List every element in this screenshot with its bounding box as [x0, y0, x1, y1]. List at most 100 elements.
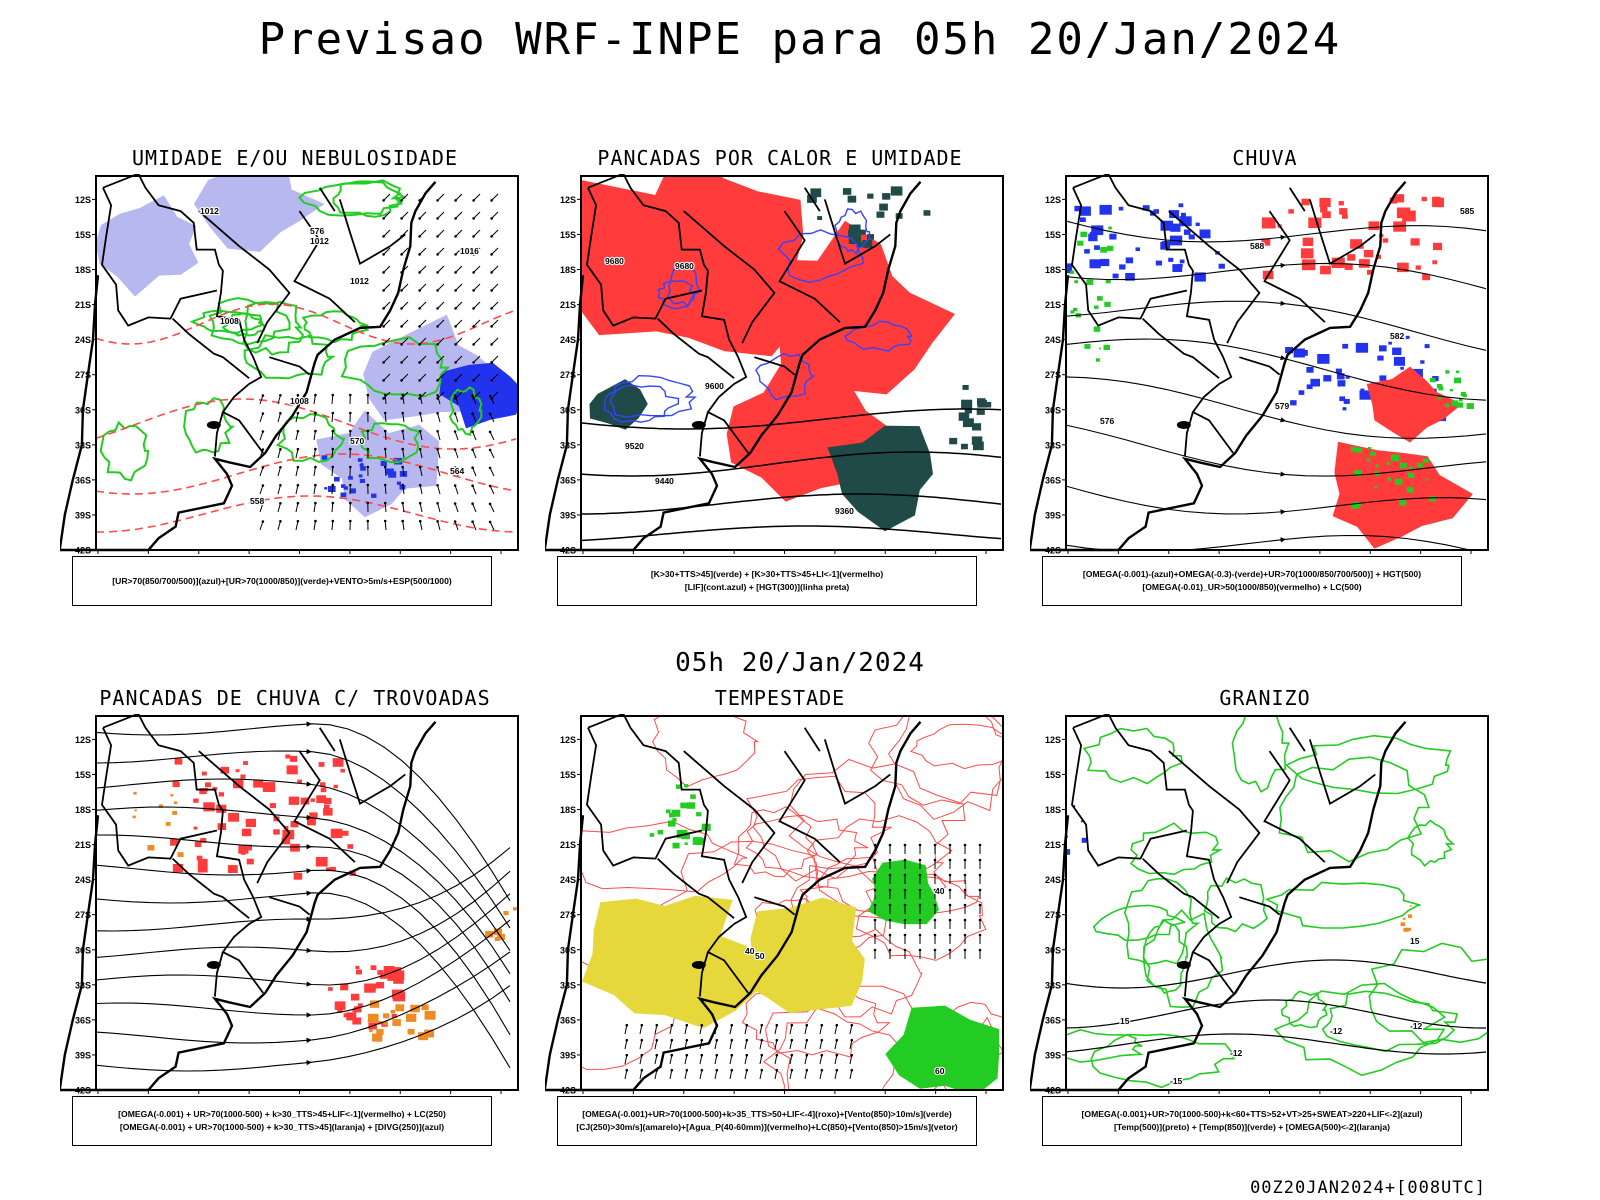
border-line	[587, 174, 749, 454]
lake-marker	[206, 420, 221, 429]
shaded-cell	[391, 1014, 397, 1018]
shaded-cell	[485, 931, 494, 938]
contour-label: 1012	[310, 236, 329, 246]
shaded-cell	[1410, 238, 1420, 246]
wind-vector-head	[472, 397, 475, 400]
wind-vector	[714, 1070, 718, 1080]
border-line	[198, 750, 291, 884]
wind-vector	[669, 1040, 673, 1050]
shaded-cell	[1320, 265, 1331, 275]
wind-vector-head	[730, 1038, 734, 1042]
border-line	[102, 174, 264, 454]
wind-vector-head	[471, 430, 474, 434]
shaded-cell	[1392, 347, 1402, 355]
wind-vector-head	[382, 361, 385, 364]
wind-vector-head	[418, 253, 421, 256]
contour-label: 564	[450, 466, 464, 476]
wind-vector-head	[790, 1068, 794, 1072]
shaded-cell	[377, 970, 384, 975]
shaded-cell	[1070, 310, 1075, 314]
shaded-cell	[977, 400, 987, 408]
height-contour	[581, 525, 1002, 542]
shaded-cell	[649, 833, 655, 837]
wind-vector	[437, 301, 445, 309]
wind-vector	[455, 229, 463, 237]
shaded-cell	[1183, 229, 1191, 235]
wind-vector-head	[383, 447, 387, 451]
shaded-cell	[1432, 196, 1441, 204]
wind-vector-head	[963, 888, 967, 892]
convection-area	[773, 220, 955, 395]
wind-vector-head	[760, 1068, 764, 1072]
wind-vector	[419, 521, 423, 531]
shaded-cell	[388, 975, 395, 980]
border-line	[293, 210, 356, 323]
temp850-contour	[1231, 716, 1290, 793]
shaded-cell	[1290, 400, 1297, 406]
wind-vector-head	[400, 397, 403, 400]
shaded-cell	[1081, 837, 1088, 843]
border-line	[1263, 210, 1326, 323]
wind-vector	[473, 355, 481, 363]
wind-vector	[744, 1055, 748, 1065]
shaded-cell	[1456, 402, 1464, 408]
height-streamline	[1066, 485, 1487, 515]
border-line	[1239, 356, 1281, 376]
wind-vector	[295, 449, 299, 459]
wind-vector	[669, 1055, 673, 1065]
wind-vector	[489, 485, 495, 495]
wind-vector-head	[670, 1053, 674, 1057]
contour-label: 60	[935, 1066, 945, 1076]
wind-vector	[491, 337, 499, 345]
humidity-contour	[275, 412, 346, 463]
wind-vector	[437, 391, 445, 399]
wind-vector-head	[331, 483, 335, 487]
wind-vector-head	[933, 888, 937, 892]
shaded-cell	[355, 965, 360, 969]
wind-vector	[454, 521, 459, 531]
streamline-arrow	[1280, 417, 1286, 423]
shaded-cell	[1188, 234, 1195, 240]
wind-vector	[804, 1025, 808, 1035]
wind-vector	[259, 395, 264, 405]
shaded-cell	[346, 1012, 357, 1021]
wind-vector	[419, 503, 423, 513]
wind-vector-head	[873, 888, 877, 892]
shaded-cell	[1438, 386, 1444, 391]
shaded-cell	[1389, 197, 1398, 204]
shaded-cell	[1351, 502, 1360, 509]
wind-vector	[834, 1025, 838, 1035]
page-subtitle: 05h 20/Jan/2024	[675, 648, 925, 678]
temp850-contour	[1090, 1033, 1236, 1089]
border-line	[1239, 896, 1281, 916]
shaded-cell	[1460, 392, 1466, 396]
shaded-cell	[1142, 205, 1150, 211]
wind-vector-head	[382, 217, 385, 220]
shaded-cell	[1399, 499, 1407, 506]
shaded-cell	[882, 193, 891, 200]
shaded-cell	[246, 858, 254, 865]
wind-vector-head	[472, 253, 475, 256]
shaded-cell	[228, 813, 239, 822]
contour-label: 1008	[290, 396, 309, 406]
wind-vector	[401, 301, 409, 309]
wind-vector-head	[436, 361, 439, 364]
map-granizo: 12S15S18S21S24S27S30S33S36S39S42S70W65W6…	[1030, 714, 1489, 1094]
wind-vector-head	[471, 466, 474, 470]
shaded-cell	[147, 845, 155, 851]
lat-tick-label: 18S	[1045, 805, 1061, 815]
wind-vector-head	[903, 948, 907, 952]
lat-tick-label: 27S	[560, 910, 576, 920]
wind-vector-head	[933, 933, 937, 937]
shaded-cell	[1375, 464, 1379, 468]
wind-streamline	[96, 870, 511, 958]
wind-vector-head	[279, 466, 282, 469]
wind-vector	[639, 1055, 643, 1065]
shaded-cell	[334, 1001, 346, 1010]
wind-vector-head	[382, 199, 385, 202]
humidity-contour	[243, 334, 336, 380]
wind-vector-head	[685, 1068, 689, 1072]
wind-vector-head	[820, 1023, 824, 1027]
streamline-arrow	[306, 814, 312, 820]
wind-vector-head	[888, 918, 892, 922]
